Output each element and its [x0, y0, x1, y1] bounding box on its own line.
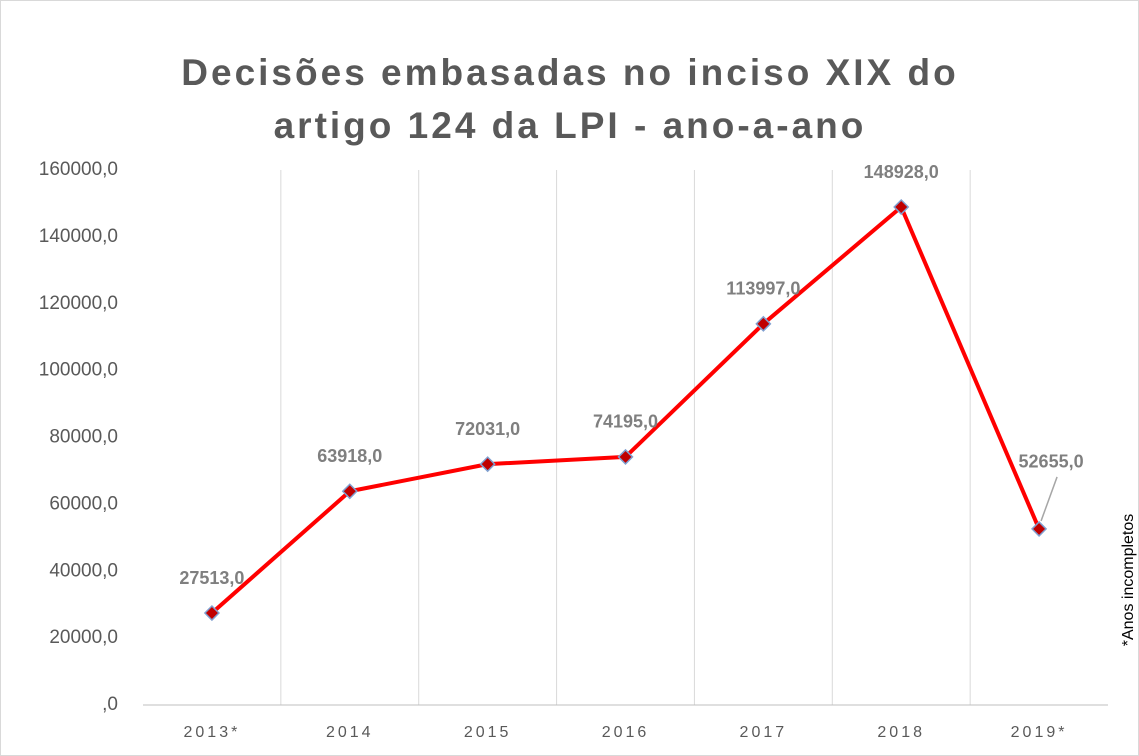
- x-tick-label: 2015: [464, 724, 512, 741]
- data-label: 27513,0: [179, 568, 244, 588]
- data-label: 63918,0: [317, 446, 382, 466]
- data-label: 113997,0: [726, 279, 800, 299]
- y-tick-label: 40000,0: [49, 560, 118, 581]
- marker: [755, 315, 772, 332]
- marker: [893, 198, 910, 216]
- marker: [1031, 520, 1048, 537]
- annotation: *Anos incompletos: [1120, 514, 1137, 647]
- marker: [341, 483, 358, 500]
- data-label: 52655,0: [1019, 452, 1084, 472]
- data-label: 74195,0: [593, 412, 658, 432]
- marker: [203, 604, 220, 622]
- marker: [479, 456, 496, 473]
- data-label: 72031,0: [455, 419, 520, 439]
- chart-title: Decisões embasadas no inciso XIX do: [181, 52, 958, 93]
- x-tick-label: 2016: [602, 724, 650, 741]
- leader-line: [1040, 476, 1058, 522]
- y-tick-label: 160000,0: [39, 159, 118, 180]
- x-tick-label: 2018: [877, 724, 925, 741]
- y-tick-label: 80000,0: [49, 427, 118, 448]
- y-tick-label: 100000,0: [39, 360, 118, 381]
- chart-title: artigo 124 da LPI - ano-a-ano: [274, 105, 867, 146]
- x-tick-label: 2013*: [184, 724, 241, 741]
- y-tick-label: 140000,0: [39, 226, 118, 247]
- marker: [617, 448, 634, 465]
- x-tick-label: 2019*: [1011, 724, 1068, 741]
- y-tick-label: 20000,0: [49, 627, 118, 648]
- data-label: 148928,0: [864, 162, 939, 182]
- y-tick-label: ,0: [102, 694, 118, 715]
- y-tick-label: 120000,0: [39, 293, 118, 314]
- x-tick-label: 2014: [326, 724, 374, 741]
- y-tick-label: 60000,0: [49, 493, 118, 514]
- x-tick-label: 2017: [740, 724, 788, 741]
